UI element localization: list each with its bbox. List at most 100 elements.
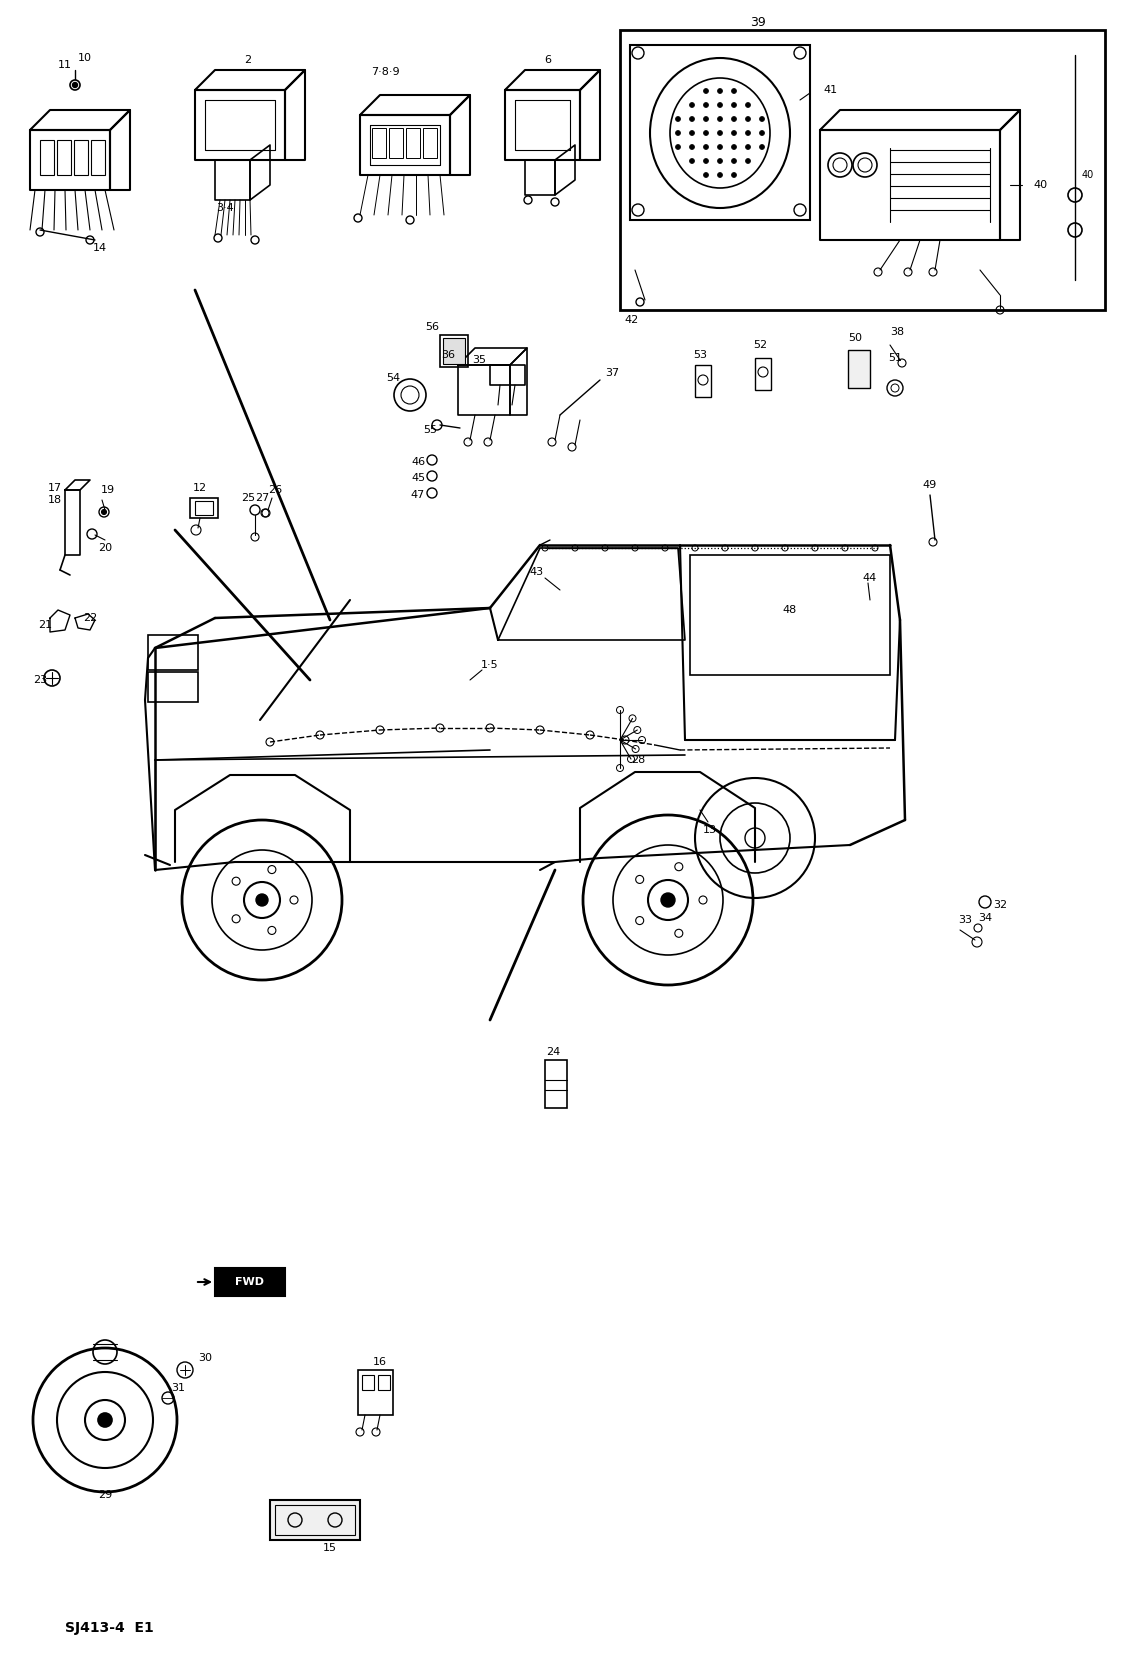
Bar: [362, 1374, 374, 1389]
Text: 1·5: 1·5: [481, 661, 498, 671]
Circle shape: [731, 130, 737, 135]
Text: 53: 53: [693, 350, 707, 360]
Circle shape: [704, 172, 709, 177]
Circle shape: [718, 172, 722, 177]
Text: 34: 34: [977, 912, 992, 922]
Bar: [372, 128, 386, 158]
Text: 13: 13: [703, 826, 718, 836]
Circle shape: [746, 130, 750, 135]
Text: 41: 41: [823, 85, 837, 95]
Text: 45: 45: [411, 474, 425, 484]
Text: 10: 10: [78, 53, 92, 63]
Text: 28: 28: [631, 756, 645, 766]
Text: 55: 55: [423, 425, 437, 435]
Circle shape: [689, 130, 695, 135]
Text: 24: 24: [546, 1048, 560, 1058]
Bar: [215, 1268, 285, 1296]
Circle shape: [689, 145, 695, 150]
Bar: [389, 128, 403, 158]
Text: 16: 16: [373, 1358, 386, 1368]
Text: 51: 51: [888, 354, 902, 364]
Text: 11: 11: [58, 60, 72, 70]
Circle shape: [746, 158, 750, 163]
Circle shape: [731, 102, 737, 107]
Text: 26: 26: [268, 485, 282, 495]
Text: 18: 18: [47, 495, 62, 505]
Circle shape: [759, 117, 765, 122]
Circle shape: [72, 82, 78, 87]
Text: 49: 49: [923, 480, 937, 490]
Circle shape: [257, 894, 268, 906]
Text: FWD: FWD: [235, 1278, 264, 1288]
Circle shape: [704, 88, 709, 93]
Text: 12: 12: [193, 484, 207, 494]
Circle shape: [661, 892, 675, 907]
Text: 31: 31: [171, 1383, 185, 1393]
Bar: [695, 365, 711, 397]
Text: 23: 23: [33, 676, 47, 686]
Circle shape: [746, 145, 750, 150]
Bar: [270, 1500, 360, 1540]
Circle shape: [676, 145, 680, 150]
Bar: [92, 140, 105, 175]
Text: 42: 42: [625, 315, 640, 325]
Bar: [195, 500, 212, 515]
Circle shape: [718, 88, 722, 93]
Text: 43: 43: [529, 567, 544, 577]
Text: 29: 29: [98, 1490, 112, 1500]
Circle shape: [704, 158, 709, 163]
Text: 35: 35: [472, 355, 486, 365]
Bar: [690, 555, 890, 676]
Circle shape: [98, 1413, 112, 1428]
Circle shape: [731, 158, 737, 163]
Circle shape: [704, 102, 709, 107]
Bar: [56, 140, 71, 175]
Text: 44: 44: [863, 574, 877, 584]
Text: 40: 40: [1033, 180, 1048, 190]
Bar: [423, 128, 437, 158]
Text: 15: 15: [323, 1543, 337, 1553]
Text: 36: 36: [441, 350, 455, 360]
Bar: [190, 499, 218, 519]
Text: 33: 33: [958, 916, 972, 926]
Text: 52: 52: [753, 340, 767, 350]
Text: 46: 46: [411, 457, 425, 467]
Text: 22: 22: [82, 614, 97, 624]
Circle shape: [731, 145, 737, 150]
Text: 38: 38: [890, 327, 904, 337]
Text: 3·4: 3·4: [216, 203, 234, 214]
Bar: [275, 1505, 355, 1535]
Bar: [148, 672, 198, 702]
Circle shape: [704, 130, 709, 135]
Text: 56: 56: [425, 322, 438, 332]
Bar: [620, 30, 1105, 310]
Bar: [443, 339, 466, 364]
Bar: [73, 140, 88, 175]
Circle shape: [731, 88, 737, 93]
Text: 17: 17: [47, 484, 62, 494]
Text: 2: 2: [244, 55, 252, 65]
Circle shape: [731, 117, 737, 122]
Circle shape: [718, 117, 722, 122]
Bar: [358, 1369, 393, 1414]
Text: 20: 20: [98, 544, 112, 554]
Bar: [406, 128, 420, 158]
Text: 19: 19: [101, 485, 115, 495]
Text: SJ413-4  E1: SJ413-4 E1: [66, 1621, 154, 1635]
Text: 54: 54: [386, 374, 400, 384]
Text: 25: 25: [241, 494, 255, 504]
Bar: [440, 335, 468, 367]
Circle shape: [718, 130, 722, 135]
Circle shape: [731, 172, 737, 177]
Circle shape: [70, 80, 80, 90]
Text: 50: 50: [848, 334, 862, 344]
Text: 21: 21: [38, 620, 52, 631]
Circle shape: [704, 145, 709, 150]
Bar: [148, 636, 198, 671]
Circle shape: [676, 117, 680, 122]
Circle shape: [759, 130, 765, 135]
Text: 30: 30: [198, 1353, 212, 1363]
Circle shape: [746, 102, 750, 107]
Text: 14: 14: [93, 244, 107, 254]
Circle shape: [718, 145, 722, 150]
